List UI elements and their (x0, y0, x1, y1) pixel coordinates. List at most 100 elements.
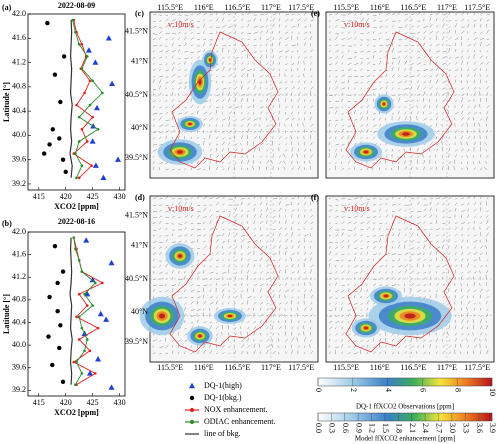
wind-arrow (347, 221, 352, 224)
wind-arrow (215, 220, 218, 224)
wind-arrow (310, 194, 313, 200)
wind-arrow (291, 253, 295, 255)
wind-arrow (272, 238, 274, 243)
wind-arrow (448, 277, 451, 280)
wind-arrow (429, 148, 430, 152)
wind-arrow (423, 351, 427, 355)
wind-arrow (391, 246, 393, 249)
wind-arrow (234, 135, 236, 140)
wind-arrow (335, 93, 337, 96)
wind-arrow (448, 48, 450, 53)
wind-arrow (360, 61, 363, 65)
series-line (69, 237, 73, 385)
wind-arrow (461, 233, 463, 237)
wind-arrow (285, 276, 289, 280)
wind-arrow (209, 153, 212, 158)
x-axis-label: XCO2 [ppm] (54, 408, 99, 417)
wind-arrow (461, 295, 464, 299)
marker (101, 91, 104, 95)
wind-arrow (454, 207, 457, 212)
wind-arrow (379, 25, 383, 28)
wind-arrow (203, 19, 205, 22)
wind-arrow (297, 23, 299, 28)
wind-arrow (285, 137, 288, 140)
wind-arrow (354, 31, 357, 34)
wind-arrow (266, 202, 268, 206)
wind-arrow (253, 221, 255, 224)
wind-arrow (171, 339, 175, 342)
wind-arrow (266, 234, 270, 237)
marker (57, 136, 62, 141)
wind-arrow (197, 291, 201, 293)
wind-arrow (480, 24, 482, 28)
wind-arrow (360, 44, 362, 47)
wind-arrow (466, 307, 468, 311)
wind-arrow (410, 270, 415, 274)
wind-arrow (454, 136, 456, 140)
wind-arrow (391, 66, 394, 71)
marker (97, 310, 104, 317)
wind-arrow (272, 271, 275, 274)
wind-arrow (354, 283, 357, 286)
wind-arrow (379, 245, 382, 249)
wind-arrow (272, 129, 274, 133)
wind-arrow (429, 201, 432, 206)
wind-arrow (366, 51, 371, 53)
wind-arrow (304, 92, 307, 96)
wind-arrow (222, 17, 224, 22)
wind-arrow (473, 167, 476, 171)
wind-arrow (328, 63, 333, 65)
colorbar-tick-label: 1.2 (368, 423, 377, 433)
wind-arrow (209, 197, 214, 200)
wind-arrow (436, 240, 439, 243)
lon-tick-label: 116.5°E (400, 3, 426, 12)
wind-arrow (203, 301, 207, 305)
wind-arrow (347, 86, 350, 90)
wind-arrow (473, 79, 475, 84)
lon-tick-label: 116.5°E (224, 3, 250, 12)
wind-arrow (480, 37, 485, 40)
wind-arrow (448, 124, 451, 127)
wind-arrow (448, 324, 450, 330)
wind-arrow (454, 244, 458, 249)
wind-arrow (423, 239, 428, 243)
wind-arrow (410, 266, 413, 268)
wind-arrow (197, 211, 201, 213)
wind-arrow (360, 214, 364, 218)
wind-arrow (398, 271, 401, 274)
wind-arrow (222, 288, 225, 293)
marker (94, 281, 97, 285)
wind-arrow (335, 339, 338, 342)
wind-arrow (473, 246, 476, 249)
wind-arrow (290, 256, 292, 262)
wind-arrow (258, 166, 261, 171)
wind-arrow (435, 129, 440, 133)
wind-arrow (190, 289, 195, 293)
wind-arrow (304, 129, 305, 133)
marker (88, 349, 92, 353)
lon-tick-label: 115.5°E (157, 363, 183, 372)
wind-arrow (278, 93, 282, 96)
wind-arrow (404, 75, 409, 78)
wind-arrow (241, 265, 244, 268)
wind-arrow (215, 94, 220, 96)
wind-arrow (410, 56, 413, 59)
wind-arrow (253, 234, 257, 237)
wind-arrow (209, 69, 213, 71)
wind-arrow (190, 13, 194, 16)
wind-arrow (480, 41, 482, 47)
wind-arrow (422, 154, 424, 158)
wind-arrow (417, 73, 421, 78)
wind-arrow (259, 271, 264, 274)
wind-arrow (310, 49, 313, 53)
wind-arrow (328, 44, 332, 47)
wind-arrow (467, 288, 471, 293)
wind-arrow (373, 216, 377, 218)
wind-arrow (310, 221, 314, 224)
wind-arrow (272, 60, 275, 65)
wind-arrow (454, 252, 457, 255)
wind-arrow (272, 332, 274, 336)
legend-marker (189, 382, 195, 389)
lat-tick-label: 41°N (131, 57, 148, 66)
wind-arrow (222, 80, 224, 84)
